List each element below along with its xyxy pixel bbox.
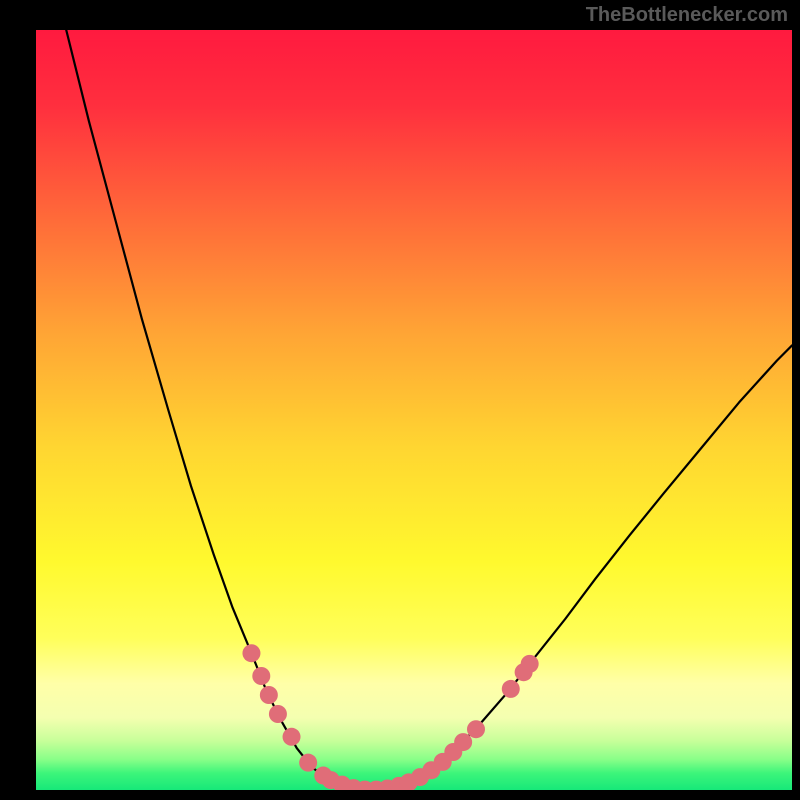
bottleneck-curve-left xyxy=(66,30,368,790)
plot-area xyxy=(36,30,792,790)
data-marker xyxy=(283,728,301,746)
data-marker xyxy=(260,686,278,704)
data-marker xyxy=(242,644,260,662)
data-marker xyxy=(467,720,485,738)
data-marker xyxy=(269,705,287,723)
data-marker xyxy=(454,733,472,751)
watermark-label: TheBottlenecker.com xyxy=(586,4,788,27)
data-marker xyxy=(252,667,270,685)
data-marker xyxy=(521,655,539,673)
chart-overlay xyxy=(36,30,792,790)
bottleneck-curve-right xyxy=(369,345,792,790)
chart-frame: TheBottlenecker.com xyxy=(0,0,800,800)
data-marker xyxy=(502,680,520,698)
data-marker xyxy=(299,754,317,772)
